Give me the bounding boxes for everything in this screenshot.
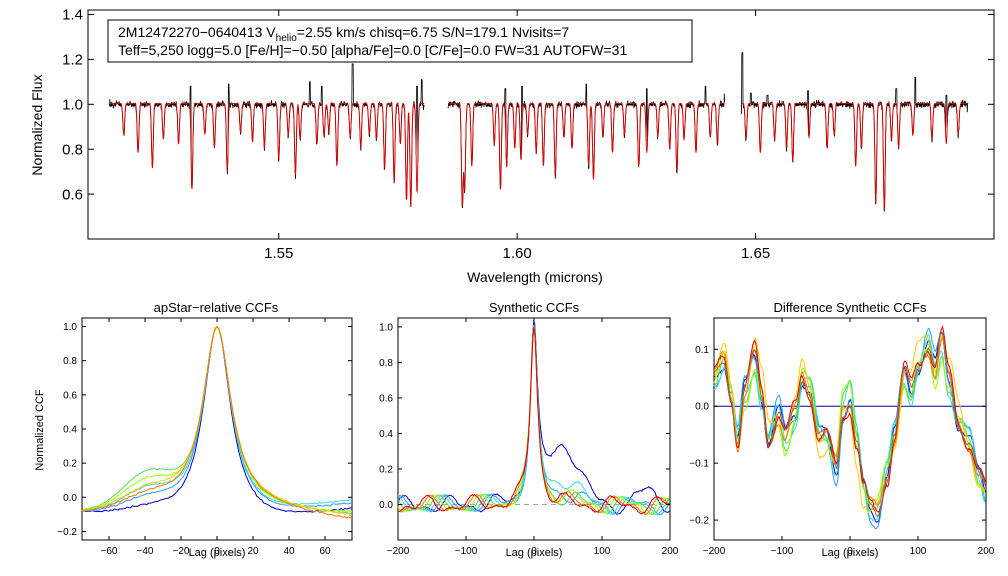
difference-ccf-series-line bbox=[713, 337, 986, 506]
difference-ccf-panel: Difference Synthetic CCFs −200 −100 0 100 20… bbox=[689, 300, 995, 559]
apstar-ccf-y-tick-label: 1.0 bbox=[63, 322, 77, 333]
difference-ccf-series-line bbox=[713, 342, 986, 512]
synthetic-ccf-x-tick-label: 100 bbox=[594, 546, 611, 557]
apstar-ccf-x-tick-label: −40 bbox=[137, 546, 154, 557]
apstar-ccf-series-line bbox=[81, 325, 353, 516]
synthetic-ccf-series-line bbox=[397, 324, 670, 516]
apstar-ccf-title: apStar−relative CCFs bbox=[154, 300, 279, 315]
apstar-ccf-x-tick-label: 60 bbox=[319, 546, 331, 557]
apstar-ccf-y-tick-label: 0.0 bbox=[63, 493, 77, 504]
apstar-ccf-plot-frame bbox=[81, 317, 353, 541]
apstar-ccf-series-line bbox=[81, 325, 353, 512]
spectrum-info-line-1: 2M12472270−0640413 Vhelio=2.55 km/s chis… bbox=[118, 24, 569, 44]
apstar-ccf-x-tick-label: 20 bbox=[247, 546, 259, 557]
apstar-ccf-y-tick-label: 0.2 bbox=[63, 459, 77, 470]
difference-ccf-x-tick-label: 200 bbox=[978, 546, 995, 557]
difference-ccf-y-tick-label: −0.2 bbox=[689, 516, 709, 527]
synthetic-ccf-x-tick-label: 200 bbox=[662, 546, 679, 557]
apstar-ccf-axes: −60 −40 −20 0 20 40 60 −0.2 0.0 0.2 0.4 0.6 0.8 1.0 bbox=[57, 318, 352, 557]
synthetic-ccf-series-line bbox=[397, 326, 670, 515]
apstar-ccf-series-line bbox=[81, 325, 353, 512]
apstar-ccf-y-axis-label: Normalized CCF bbox=[34, 389, 46, 471]
difference-ccf-series-line bbox=[713, 327, 986, 530]
spectrum-y-tick-label: 0.8 bbox=[62, 141, 83, 158]
spectrum-x-axis-label: Wavelength (microns) bbox=[467, 269, 603, 285]
difference-ccf-x-axis-label: Lag (pixels) bbox=[822, 547, 879, 559]
spectrum-info-box bbox=[107, 19, 693, 63]
synthetic-ccf-y-tick-label: 1.0 bbox=[379, 322, 393, 333]
difference-ccf-x-tick-label: 0 bbox=[847, 546, 853, 557]
synthetic-ccf-panel: Synthetic CCFs −200 −100 0 100 200 0.0 0.2 0.4 0… bbox=[379, 300, 679, 559]
synthetic-ccf-series-line bbox=[397, 327, 670, 515]
spectrum-model-line bbox=[741, 102, 968, 211]
difference-ccf-x-tick-label: 100 bbox=[910, 546, 927, 557]
spectrum-observed-line bbox=[447, 83, 725, 208]
synthetic-ccf-x-axis-label: Lag (pixels) bbox=[506, 547, 563, 559]
spectrum-panel: 1.55 1.60 1.65 0.6 0.8 1.0 1.2 1.4 2M12472270−0… bbox=[29, 7, 995, 285]
synthetic-ccf-y-tick-label: 0.4 bbox=[379, 429, 393, 440]
spectrum-info-line-2: Teff=5,250 logg=5.0 [Fe/H]=−0.50 [alpha/… bbox=[118, 42, 627, 58]
synthetic-ccf-plot-frame bbox=[397, 317, 671, 541]
synthetic-ccf-x-tick-label: 0 bbox=[531, 546, 537, 557]
synthetic-ccf-series-line bbox=[397, 326, 670, 515]
spectrum-plot-frame bbox=[87, 9, 995, 240]
difference-ccf-y-tick-label: 0.1 bbox=[695, 345, 709, 356]
spectrum-x-tick-label: 1.65 bbox=[741, 245, 770, 262]
spectrum-axes: 1.55 1.60 1.65 0.6 0.8 1.0 1.2 1.4 bbox=[62, 7, 994, 262]
synthetic-ccf-series-line bbox=[397, 319, 670, 515]
apstar-ccf-x-tick-label: 40 bbox=[283, 546, 295, 557]
apstar-ccf-series-line bbox=[81, 325, 353, 513]
spectrum-y-tick-label: 0.6 bbox=[62, 186, 83, 203]
spectrum-y-axis-label: Normalized Flux bbox=[29, 74, 45, 175]
synthetic-ccf-traces bbox=[397, 319, 670, 516]
spectrum-x-tick-label: 1.55 bbox=[264, 245, 293, 262]
difference-ccf-y-tick-label: −0.1 bbox=[689, 459, 709, 470]
apstar-ccf-x-tick-label: 0 bbox=[214, 546, 220, 557]
synthetic-ccf-y-tick-label: 0.6 bbox=[379, 393, 393, 404]
difference-ccf-y-tick-label: 0.0 bbox=[695, 402, 709, 413]
spectrum-y-tick-label: 1.0 bbox=[62, 97, 83, 114]
apstar-ccf-series-line bbox=[81, 325, 352, 513]
apstar-ccf-y-tick-label: −0.2 bbox=[57, 527, 77, 538]
synthetic-ccf-axes: −200 −100 0 100 200 0.0 0.2 0.4 0.6 0.8 1.0 bbox=[379, 318, 679, 557]
apstar-ccf-panel: apStar−relative CCFs −60 −40 −20 0 20 40 60 −0.… bbox=[34, 300, 353, 559]
apstar-ccf-y-tick-label: 0.6 bbox=[63, 390, 77, 401]
difference-ccf-series-line bbox=[713, 331, 986, 523]
helio-subscript: helio bbox=[276, 33, 298, 44]
difference-ccf-series-line bbox=[713, 348, 986, 506]
difference-ccf-title: Difference Synthetic CCFs bbox=[774, 300, 927, 315]
spectrum-model-line bbox=[448, 102, 725, 206]
synthetic-ccf-y-tick-label: 0.0 bbox=[379, 500, 393, 511]
difference-ccf-series-line bbox=[713, 334, 986, 514]
spectrum-x-tick-label: 1.60 bbox=[503, 245, 532, 262]
spectrum-y-tick-label: 1.4 bbox=[62, 7, 83, 24]
difference-ccf-traces bbox=[713, 325, 986, 530]
apstar-ccf-y-tick-label: 0.8 bbox=[63, 356, 77, 367]
spectrum-traces bbox=[109, 52, 969, 212]
apstar-ccf-y-tick-label: 0.4 bbox=[63, 425, 77, 436]
apstar-ccf-traces bbox=[81, 325, 353, 519]
spectrum-y-tick-label: 1.2 bbox=[62, 52, 83, 69]
synthetic-ccf-title: Synthetic CCFs bbox=[489, 300, 580, 315]
synthetic-ccf-y-tick-label: 0.8 bbox=[379, 358, 393, 369]
spectrum-model-line bbox=[109, 102, 425, 207]
synthetic-ccf-series-line bbox=[397, 327, 670, 515]
synthetic-ccf-series-line bbox=[397, 326, 670, 516]
apstar-ccf-series-line bbox=[81, 325, 353, 519]
apstar-ccf-x-tick-label: −20 bbox=[173, 546, 190, 557]
difference-ccf-series-line bbox=[713, 331, 986, 517]
apstar-ccf-x-tick-label: −60 bbox=[101, 546, 118, 557]
difference-ccf-series-line bbox=[713, 333, 986, 522]
difference-ccf-axes: −200 −100 0 100 200 −0.2 −0.1 0.0 0.1 bbox=[689, 318, 995, 557]
difference-ccf-x-tick-label: −200 bbox=[703, 546, 726, 557]
synthetic-ccf-y-tick-label: 0.2 bbox=[379, 464, 393, 475]
synthetic-ccf-x-tick-label: −100 bbox=[455, 546, 478, 557]
apstar-ccf-series-line bbox=[81, 325, 353, 514]
apstar-ccf-x-axis-label: Lag (pixels) bbox=[189, 547, 246, 559]
difference-ccf-x-tick-label: −100 bbox=[771, 546, 794, 557]
synthetic-ccf-x-tick-label: −200 bbox=[387, 546, 410, 557]
